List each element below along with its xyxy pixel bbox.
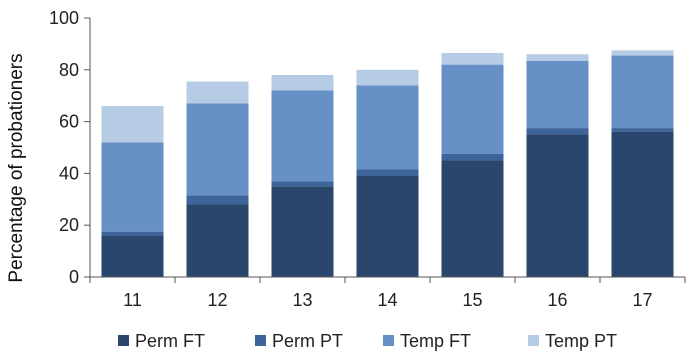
bar-segment-temp-ft-14 xyxy=(356,85,419,170)
y-tick-label: 20 xyxy=(59,215,79,235)
x-tick-label: 12 xyxy=(207,290,227,310)
y-axis-title-group: Percentage of probationers xyxy=(6,53,27,282)
legend-swatch-temp-pt xyxy=(528,335,539,346)
y-axis: 0 20 40 60 80 100 xyxy=(49,8,90,287)
bar-segment-temp-ft-12 xyxy=(186,103,249,196)
legend-label: Perm FT xyxy=(135,331,205,351)
bar-segment-temp-ft-13 xyxy=(271,90,334,182)
bar-segment-temp-pt-12 xyxy=(186,81,249,104)
x-tick-label: 14 xyxy=(377,290,397,310)
bar-segment-perm-pt-11 xyxy=(101,231,164,236)
y-axis-title: Percentage of probationers xyxy=(6,53,27,282)
bar-segment-perm-pt-16 xyxy=(526,128,589,135)
bar-segment-perm-pt-14 xyxy=(356,169,419,176)
bar-segment-perm-ft-16 xyxy=(526,134,589,277)
bar-segment-perm-pt-15 xyxy=(441,153,504,161)
axis-lines xyxy=(89,18,685,278)
bar-segment-temp-ft-17 xyxy=(611,55,674,129)
bar-segment-temp-pt-15 xyxy=(441,52,504,65)
bar-segment-perm-pt-17 xyxy=(611,128,674,132)
y-tick-label: 60 xyxy=(59,112,79,132)
legend-swatch-perm-pt xyxy=(255,335,266,346)
legend-label: Temp FT xyxy=(400,331,471,351)
x-tick-label: 11 xyxy=(123,290,142,310)
x-tick-label: 17 xyxy=(632,290,652,310)
y-tick-label: 80 xyxy=(59,60,79,80)
bar-segment-perm-pt-12 xyxy=(186,195,249,205)
legend-label: Perm PT xyxy=(272,331,343,351)
y-tick-label: 100 xyxy=(49,8,79,28)
y-tick-label: 40 xyxy=(59,163,79,183)
legend-label: Temp PT xyxy=(545,331,617,351)
x-tick-label: 16 xyxy=(547,290,567,310)
bar-segment-temp-pt-17 xyxy=(611,50,674,56)
bar-segment-perm-pt-13 xyxy=(271,181,334,187)
x-tick-label: 15 xyxy=(462,290,482,310)
legend-swatch-temp-ft xyxy=(383,335,394,346)
bar-segment-temp-pt-13 xyxy=(271,74,334,91)
bar-segment-temp-ft-15 xyxy=(441,64,504,154)
bar-segment-perm-ft-11 xyxy=(101,235,164,277)
bar-segment-perm-ft-15 xyxy=(441,160,504,277)
bar-segment-perm-ft-17 xyxy=(611,131,674,277)
legend-swatch-perm-ft xyxy=(118,335,129,346)
bar-segment-temp-pt-14 xyxy=(356,69,419,86)
bar-layer xyxy=(101,50,674,277)
bar-segment-perm-ft-13 xyxy=(271,186,334,277)
bar-segment-temp-pt-11 xyxy=(101,106,164,143)
y-tick-label: 0 xyxy=(69,267,79,287)
bar-segment-perm-ft-12 xyxy=(186,204,249,277)
legend: Perm FT Perm PT Temp FT Temp PT xyxy=(118,331,617,351)
bar-segment-temp-ft-11 xyxy=(101,142,164,232)
x-axis: 11 12 13 14 15 16 17 xyxy=(89,277,686,310)
bar-segment-temp-pt-16 xyxy=(526,54,589,61)
x-tick-label: 13 xyxy=(292,290,312,310)
bar-segment-temp-ft-16 xyxy=(526,60,589,129)
bar-segment-perm-ft-14 xyxy=(356,175,419,277)
